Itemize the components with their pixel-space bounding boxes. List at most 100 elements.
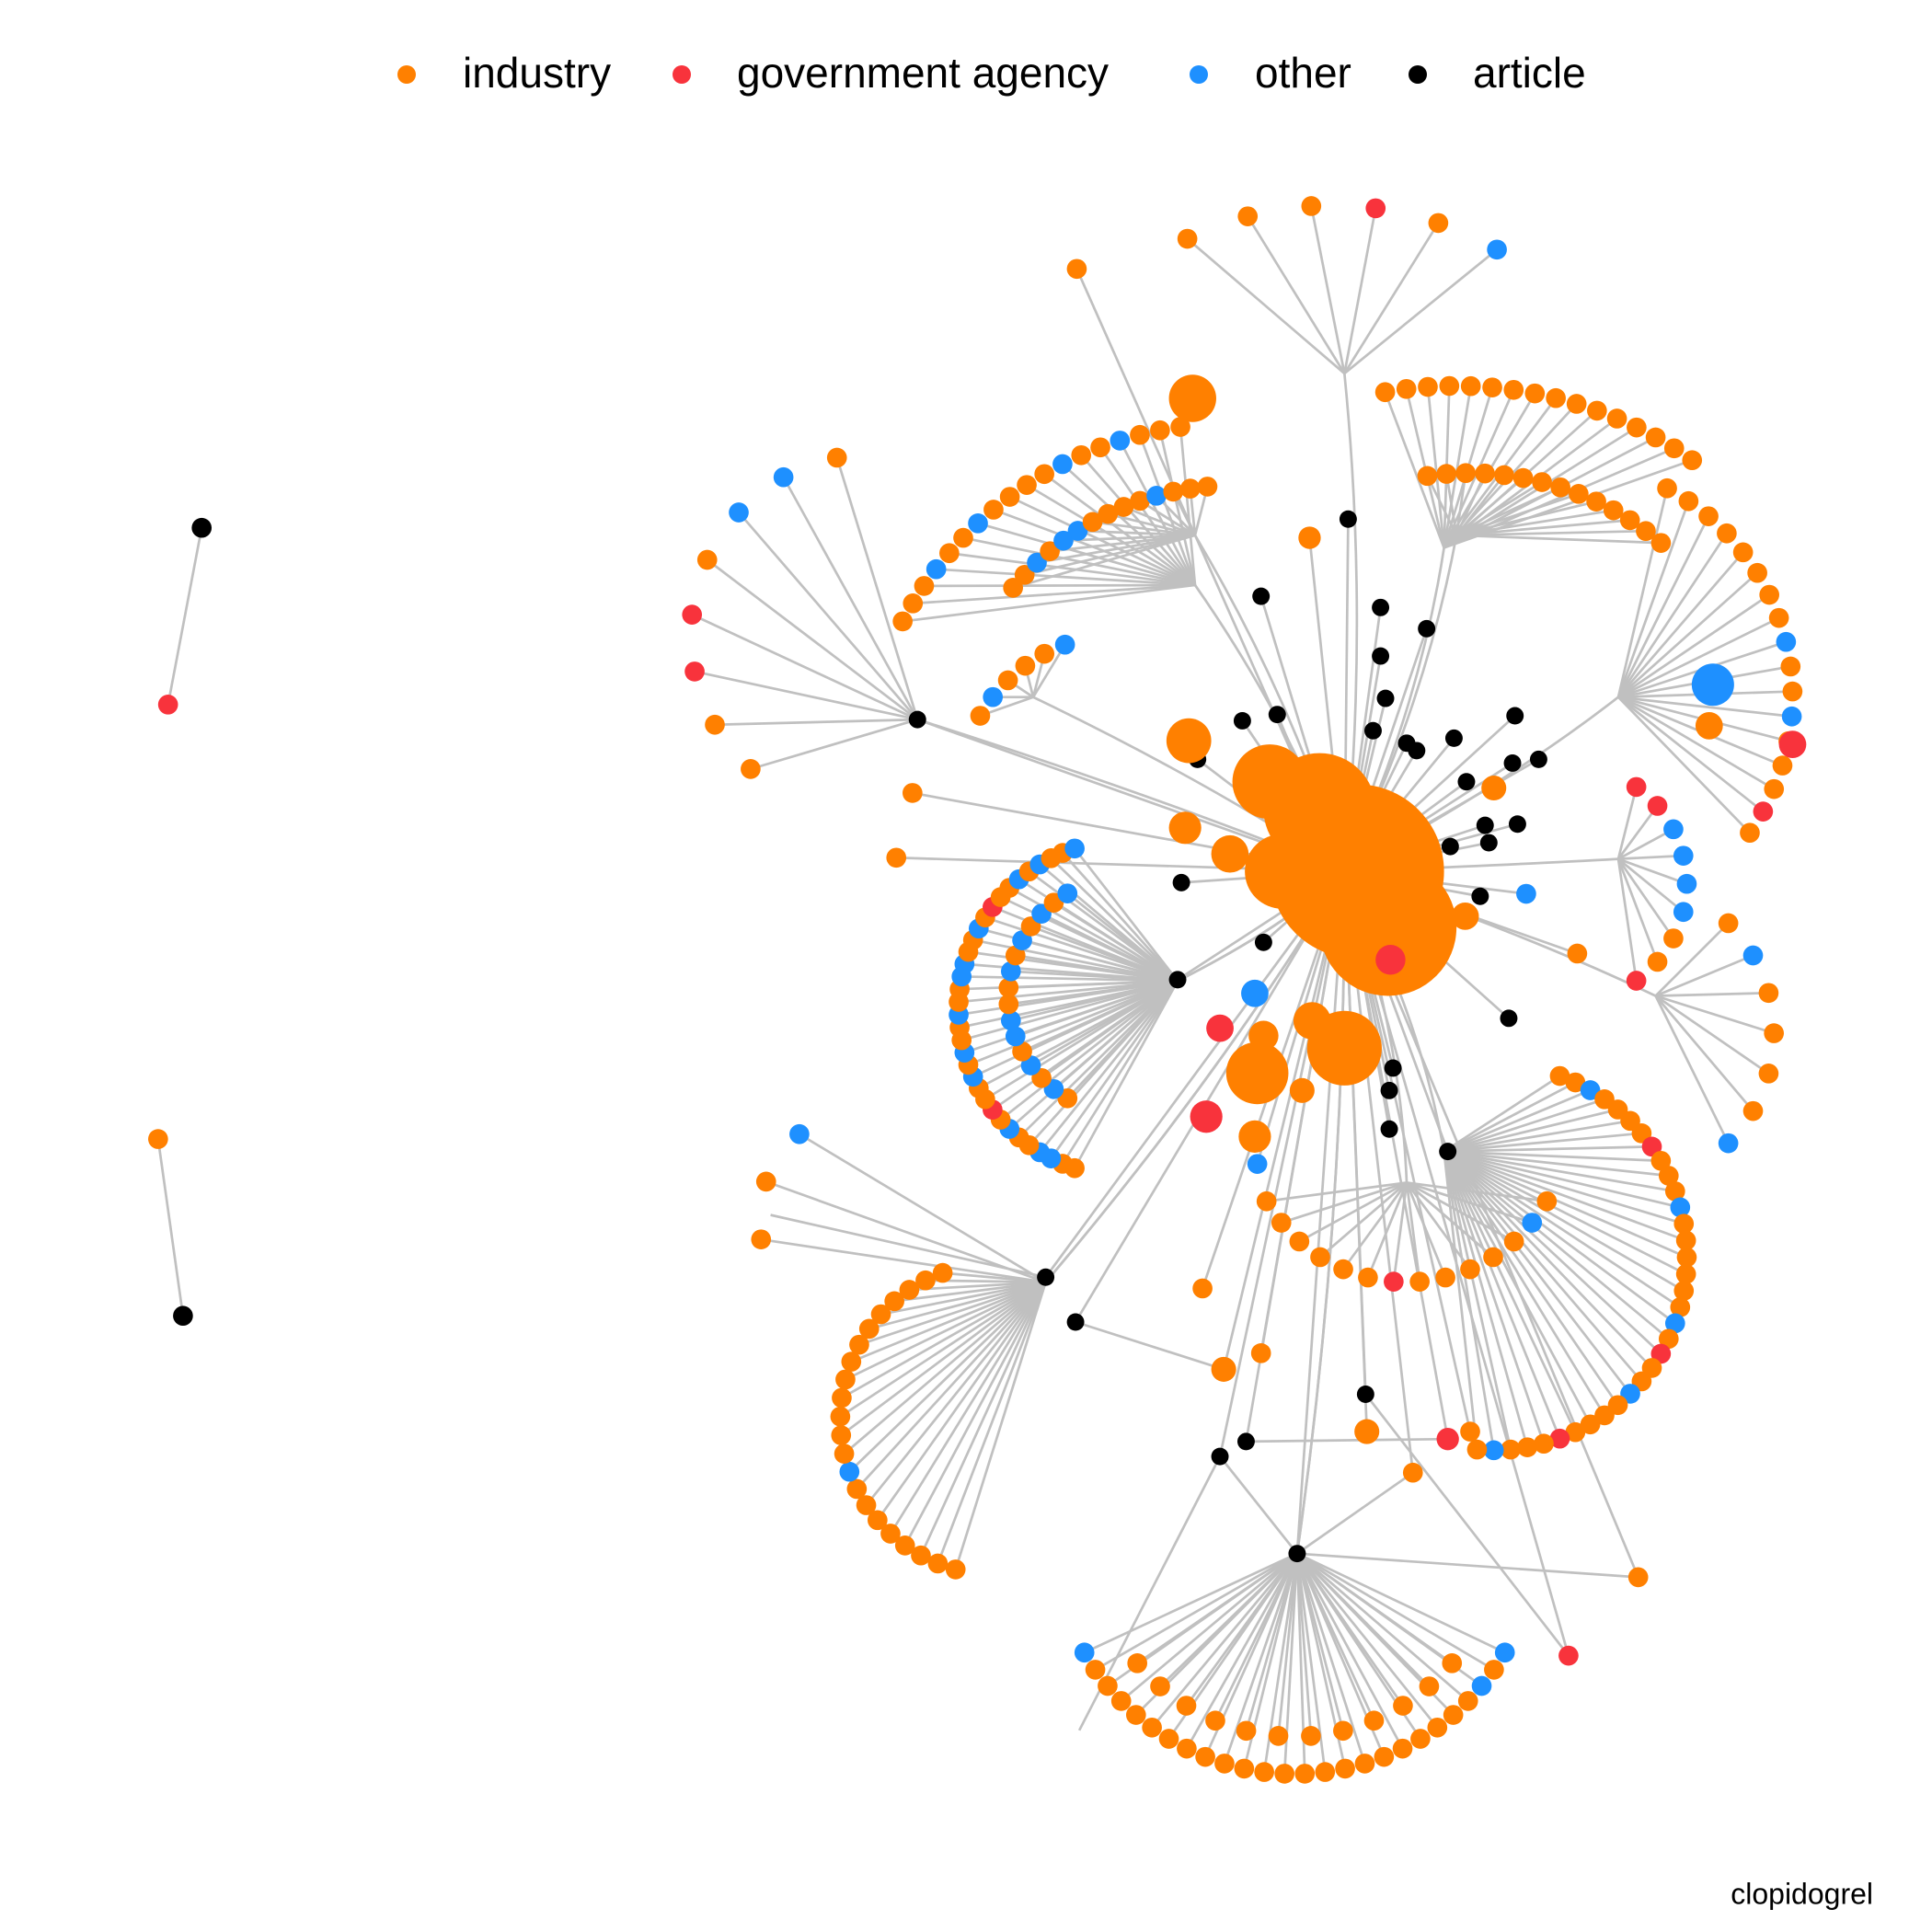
node — [1410, 1729, 1431, 1749]
node — [1606, 408, 1627, 429]
caption: clopidogrel — [1731, 1877, 1873, 1910]
edge — [1617, 696, 1775, 790]
node — [1365, 198, 1386, 219]
edge — [1213, 1553, 1299, 1721]
edge — [1050, 857, 1179, 983]
edge — [1295, 1553, 1345, 1731]
edge — [1443, 1150, 1662, 1355]
edge — [835, 457, 919, 720]
node — [1335, 1758, 1355, 1779]
node — [1225, 1041, 1289, 1105]
node — [1549, 1065, 1570, 1087]
edge — [1617, 616, 1780, 698]
node — [1455, 463, 1476, 484]
node — [1130, 490, 1150, 512]
node — [867, 1510, 888, 1531]
node — [970, 706, 991, 726]
node — [870, 1304, 891, 1325]
node — [1758, 1064, 1779, 1084]
node — [1288, 1545, 1306, 1563]
node — [911, 1545, 931, 1566]
node — [1418, 376, 1438, 397]
node — [886, 847, 907, 868]
node — [1015, 655, 1036, 676]
node — [1781, 706, 1802, 727]
node — [1098, 503, 1119, 524]
edge — [1392, 1182, 1409, 1282]
node — [1150, 1676, 1170, 1696]
node — [1418, 619, 1436, 638]
node — [1190, 1100, 1223, 1133]
node — [1274, 1764, 1294, 1784]
node — [1168, 374, 1216, 422]
legend: industry government agency other article — [397, 49, 1586, 97]
node — [1647, 796, 1668, 816]
edge — [1159, 1552, 1298, 1688]
node — [1673, 1213, 1695, 1235]
edge — [1309, 205, 1346, 374]
node — [1673, 845, 1694, 866]
node — [1460, 1421, 1480, 1442]
node — [1396, 378, 1417, 399]
node — [1569, 484, 1589, 504]
legend-label: other — [1255, 49, 1351, 97]
node — [1375, 945, 1406, 975]
node — [1483, 1247, 1503, 1268]
node — [1586, 491, 1606, 512]
node — [1012, 1041, 1032, 1062]
edge — [840, 1281, 1047, 1437]
node — [1565, 1072, 1586, 1093]
node — [1436, 1428, 1459, 1451]
node — [1664, 1313, 1685, 1334]
node — [696, 549, 718, 570]
node — [1354, 1419, 1380, 1444]
node — [1214, 1754, 1235, 1774]
node — [914, 576, 935, 596]
node — [1471, 1675, 1492, 1696]
edge — [1296, 1471, 1414, 1555]
edge — [1295, 1552, 1405, 1707]
edge — [770, 1213, 1046, 1279]
edge — [1616, 488, 1669, 698]
edge — [865, 1281, 1047, 1506]
node — [1675, 1264, 1696, 1284]
edge — [1616, 515, 1710, 698]
node — [839, 1461, 860, 1482]
node — [1494, 1642, 1515, 1663]
edge — [1617, 696, 1783, 767]
node — [1603, 500, 1624, 521]
node — [892, 611, 913, 632]
node — [1294, 1764, 1316, 1784]
node — [932, 1262, 953, 1283]
node — [1534, 1433, 1554, 1455]
node — [1113, 497, 1134, 517]
edge — [694, 670, 918, 721]
node — [1441, 837, 1459, 856]
node — [983, 686, 1004, 707]
node — [755, 1171, 776, 1192]
edge — [1617, 690, 1793, 699]
node — [1529, 750, 1547, 768]
node — [1301, 196, 1322, 216]
node — [1301, 1726, 1321, 1746]
node — [1339, 510, 1357, 528]
edge — [1218, 870, 1346, 1457]
node — [1516, 883, 1536, 904]
edge — [1617, 640, 1787, 699]
node — [1380, 1120, 1398, 1138]
edge — [1186, 237, 1346, 374]
node — [1211, 834, 1249, 873]
edge — [714, 718, 918, 727]
node — [1376, 689, 1395, 707]
edge — [737, 512, 919, 720]
node — [1673, 902, 1694, 923]
legend-swatch — [397, 65, 416, 84]
node — [1000, 1010, 1021, 1031]
edge — [1655, 991, 1769, 997]
node — [1409, 1271, 1430, 1292]
node — [1442, 1652, 1463, 1673]
node — [1663, 438, 1685, 459]
node — [1484, 1660, 1504, 1680]
node — [1636, 521, 1656, 542]
edge — [1296, 1552, 1454, 1664]
